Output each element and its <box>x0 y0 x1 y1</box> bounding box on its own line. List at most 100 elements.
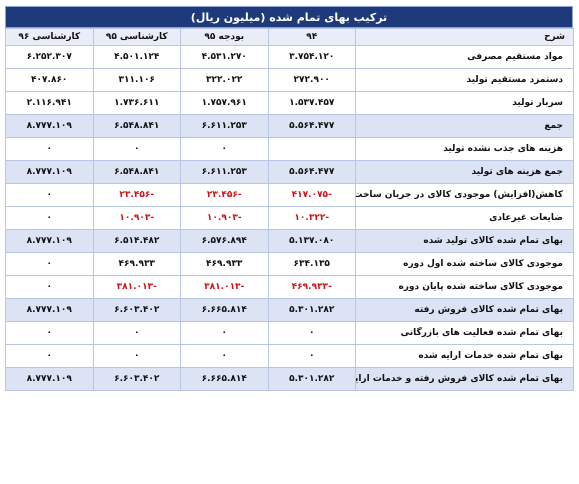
row-label: دستمزد مستقیم تولید <box>355 68 574 92</box>
cell-b95: -۳۸۱.۰۱۳ <box>180 275 269 299</box>
cell-k96: ۴۰۷.۸۶۰ <box>5 68 94 92</box>
cell-b95: -۲۳.۴۵۶ <box>180 183 269 207</box>
header-desc: شرح <box>355 28 574 46</box>
cell-k95: ۴.۵۰۱.۱۲۴ <box>92 45 181 69</box>
row-label: بهای تمام شده خدمات ارایه شده <box>355 344 574 368</box>
cell-y94: ۱.۵۳۷.۴۵۷ <box>267 91 356 115</box>
cell-y94: ۵.۵۶۴.۴۷۷ <box>267 160 356 184</box>
cell-k95: ۳۱۱.۱۰۶ <box>92 68 181 92</box>
cell-b95: ۶.۶۱۱.۲۵۳ <box>180 160 269 184</box>
cell-y94: ۲۷۲.۹۰۰ <box>267 68 356 92</box>
header-k95: کارشناسی ۹۵ <box>92 28 181 46</box>
row-label: هزینه های جذب نشده تولید <box>355 137 574 161</box>
row-label: جمع <box>355 114 574 138</box>
cell-b95: ۶.۶۱۱.۲۵۳ <box>180 114 269 138</box>
cell-y94: -۱۰.۳۲۲ <box>267 206 356 230</box>
cell-k96: ۸.۷۷۷.۱۰۹ <box>5 229 94 253</box>
table-row: دستمزد مستقیم تولید ۲۷۲.۹۰۰ ۳۲۲.۰۲۲ ۳۱۱.۱۰۶… <box>5 68 574 92</box>
cell-k95: -۲۳.۴۵۶ <box>92 183 181 207</box>
row-label: بهای تمام شده کالای فروش رفته <box>355 298 574 322</box>
cell-k96: ۶.۲۵۲.۳۰۷ <box>5 45 94 69</box>
cell-b95: ۶.۵۷۶.۸۹۴ <box>180 229 269 253</box>
cell-b95: ۶.۶۶۵.۸۱۴ <box>180 367 269 391</box>
cell-k95: ۰ <box>92 137 181 161</box>
cell-k96: ۰ <box>5 183 94 207</box>
cell-k95: ۰ <box>92 321 181 345</box>
row-label: جمع هزینه های تولید <box>355 160 574 184</box>
cell-k96: ۰ <box>5 206 94 230</box>
table-row: موجودی کالای ساخته شده پایان دوره -۴۶۹.۹۳… <box>5 275 574 299</box>
cell-k95: ۶.۵۱۴.۴۸۲ <box>92 229 181 253</box>
cell-y94: -۴۱۷.۰۷۵ <box>267 183 356 207</box>
cost-table: شرح ۹۴ بودجه ۹۵ کارشناسی ۹۵ کارشناسی ۹۶ … <box>5 28 574 391</box>
row-label: بهای تمام شده فعالیت های بازرگانی <box>355 321 574 345</box>
cell-k95: ۶.۶۰۳.۴۰۲ <box>92 367 181 391</box>
cell-k95: ۶.۵۴۸.۸۴۱ <box>92 114 181 138</box>
cell-k96: ۰ <box>5 137 94 161</box>
cell-y94: ۰ <box>267 344 356 368</box>
cell-y94: ۶۳۴.۱۳۵ <box>267 252 356 276</box>
cost-composition-panel: ترکیب بهای تمام شده (میلیون ریال) شرح ۹۴… <box>5 6 574 391</box>
table-row: سربار تولید ۱.۵۳۷.۴۵۷ ۱.۷۵۷.۹۶۱ ۱.۷۳۶.۶۱۱ ۲.… <box>5 91 574 115</box>
table-row: موجودی کالای ساخته شده اول دوره ۶۳۴.۱۳۵ ۴۶… <box>5 252 574 276</box>
row-label: بهای تمام شده کالای فروش رفته و خدمات ار… <box>355 367 574 391</box>
table-row: بهای تمام شده کالای تولید شده ۵.۱۳۷.۰۸۰ ۶.… <box>5 229 574 253</box>
cell-b95: ۳۲۲.۰۲۲ <box>180 68 269 92</box>
table-row: کاهش(افزایش) موجودی کالای در جریان ساخت -… <box>5 183 574 207</box>
cell-k96: ۸.۷۷۷.۱۰۹ <box>5 298 94 322</box>
cell-k95: ۱.۷۳۶.۶۱۱ <box>92 91 181 115</box>
cell-k96: ۰ <box>5 321 94 345</box>
table-row: بهای تمام شده فعالیت های بازرگانی ۰ ۰ ۰ ۰ <box>5 321 574 345</box>
cell-y94: ۵.۳۰۱.۲۸۲ <box>267 367 356 391</box>
header-k96: کارشناسی ۹۶ <box>5 28 94 46</box>
table-row: بهای تمام شده کالای فروش رفته ۵.۳۰۱.۲۸۲ ۶.… <box>5 298 574 322</box>
cell-b95: -۱۰.۹۰۳ <box>180 206 269 230</box>
cell-y94 <box>267 137 356 161</box>
table-row: بهای تمام شده کالای فروش رفته و خدمات ار… <box>5 367 574 391</box>
cell-y94: ۵.۳۰۱.۲۸۲ <box>267 298 356 322</box>
cell-b95: ۶.۶۶۵.۸۱۴ <box>180 298 269 322</box>
header-y94: ۹۴ <box>267 28 356 46</box>
row-label: مواد مستقیم مصرفی <box>355 45 574 69</box>
cell-k95: -۳۸۱.۰۱۳ <box>92 275 181 299</box>
cell-b95: ۴.۵۳۱.۲۷۰ <box>180 45 269 69</box>
cell-y94: ۵.۱۳۷.۰۸۰ <box>267 229 356 253</box>
table-row: ضایعات غیرعادی -۱۰.۳۲۲ -۱۰.۹۰۳ -۱۰.۹۰۳ ۰ <box>5 206 574 230</box>
table-row: جمع هزینه های تولید ۵.۵۶۴.۴۷۷ ۶.۶۱۱.۲۵۳ ۶.۵… <box>5 160 574 184</box>
table-row: بهای تمام شده خدمات ارایه شده ۰ ۰ ۰ ۰ <box>5 344 574 368</box>
cell-k95: ۰ <box>92 344 181 368</box>
cell-y94: ۳.۷۵۴.۱۲۰ <box>267 45 356 69</box>
table-body: مواد مستقیم مصرفی ۳.۷۵۴.۱۲۰ ۴.۵۳۱.۲۷۰ ۴.۵۰۱… <box>5 45 574 391</box>
cell-y94: ۵.۵۶۴.۴۷۷ <box>267 114 356 138</box>
cell-k96: ۰ <box>5 275 94 299</box>
cell-y94: -۴۶۹.۹۳۳ <box>267 275 356 299</box>
cell-k96: ۰ <box>5 344 94 368</box>
cell-y94: ۰ <box>267 321 356 345</box>
row-label: کاهش(افزایش) موجودی کالای در جریان ساخت <box>355 183 574 207</box>
cell-k96: ۸.۷۷۷.۱۰۹ <box>5 367 94 391</box>
cell-k95: ۶.۵۴۸.۸۴۱ <box>92 160 181 184</box>
cell-k95: -۱۰.۹۰۳ <box>92 206 181 230</box>
cell-b95: ۴۶۹.۹۳۳ <box>180 252 269 276</box>
table-title: ترکیب بهای تمام شده (میلیون ریال) <box>5 6 573 28</box>
row-label: ضایعات غیرعادی <box>355 206 574 230</box>
cell-k95: ۶.۶۰۳.۴۰۲ <box>92 298 181 322</box>
table-row: هزینه های جذب نشده تولید ۰ ۰ ۰ <box>5 137 574 161</box>
cell-k96: ۸.۷۷۷.۱۰۹ <box>5 160 94 184</box>
row-label: سربار تولید <box>355 91 574 115</box>
cell-b95: ۰ <box>180 344 269 368</box>
header-b95: بودجه ۹۵ <box>180 28 269 46</box>
row-label: موجودی کالای ساخته شده اول دوره <box>355 252 574 276</box>
row-label: بهای تمام شده کالای تولید شده <box>355 229 574 253</box>
cell-k96: ۲.۱۱۶.۹۴۱ <box>5 91 94 115</box>
cell-k96: ۸.۷۷۷.۱۰۹ <box>5 114 94 138</box>
cell-k95: ۴۶۹.۹۳۳ <box>92 252 181 276</box>
cell-b95: ۰ <box>180 321 269 345</box>
row-label: موجودی کالای ساخته شده پایان دوره <box>355 275 574 299</box>
header-row: شرح ۹۴ بودجه ۹۵ کارشناسی ۹۵ کارشناسی ۹۶ <box>5 28 574 46</box>
cell-b95: ۰ <box>180 137 269 161</box>
cell-k96: ۰ <box>5 252 94 276</box>
table-row: جمع ۵.۵۶۴.۴۷۷ ۶.۶۱۱.۲۵۳ ۶.۵۴۸.۸۴۱ ۸.۷۷۷.۱۰۹ <box>5 114 574 138</box>
table-row: مواد مستقیم مصرفی ۳.۷۵۴.۱۲۰ ۴.۵۳۱.۲۷۰ ۴.۵۰۱… <box>5 45 574 69</box>
cell-b95: ۱.۷۵۷.۹۶۱ <box>180 91 269 115</box>
